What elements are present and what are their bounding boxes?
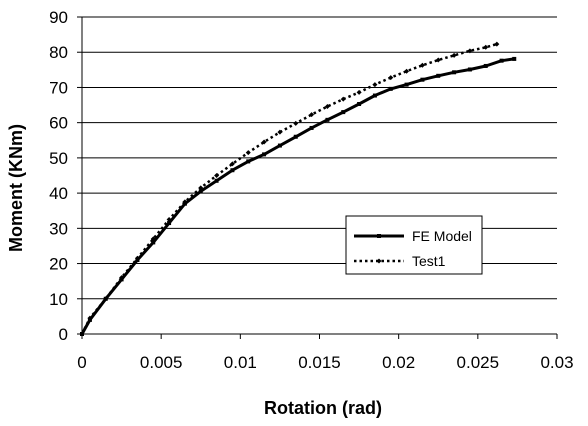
series-line-0 bbox=[80, 57, 515, 335]
tick-labels: 0 10 20 30 40 50 60 70 80 90 0 0.005 0.01 0.015 0.02 0.… bbox=[49, 8, 573, 372]
series-0-point-8 bbox=[198, 189, 203, 194]
series-0-point-17 bbox=[341, 110, 346, 115]
legend-marker-1 bbox=[376, 258, 382, 264]
series-1-point-24 bbox=[451, 52, 457, 58]
legend-entries: FE Model Test1 bbox=[354, 228, 472, 269]
series-0-point-18 bbox=[357, 101, 362, 106]
series-1-point-27 bbox=[494, 41, 500, 47]
y-tick-label-5: 50 bbox=[49, 149, 68, 168]
axes bbox=[77, 16, 558, 339]
series-1-point-7 bbox=[182, 199, 188, 205]
legend-label-1: Test1 bbox=[412, 253, 446, 269]
series-1-point-8 bbox=[198, 185, 204, 191]
series-0-point-22 bbox=[420, 77, 425, 82]
y-tick-label-6: 60 bbox=[49, 114, 68, 133]
series-0-point-5 bbox=[151, 240, 156, 245]
y-tick-label-3: 30 bbox=[49, 219, 68, 238]
y-tick-label-1: 10 bbox=[49, 290, 68, 309]
x-tick-label-0: 0 bbox=[77, 353, 86, 372]
series-1-point-1 bbox=[87, 315, 93, 321]
y-tick-label-2: 20 bbox=[49, 255, 68, 274]
series-1-point-18 bbox=[356, 89, 362, 95]
y-tick-label-9: 90 bbox=[49, 8, 68, 27]
series-0-point-16 bbox=[325, 117, 330, 122]
series-0-point-12 bbox=[262, 152, 267, 157]
series-0-point-28 bbox=[512, 56, 517, 61]
series-1-point-23 bbox=[435, 57, 441, 63]
x-tick-label-4: 0.02 bbox=[382, 353, 415, 372]
series-0-point-9 bbox=[214, 178, 219, 183]
series-1-point-12 bbox=[261, 139, 267, 145]
gridlines bbox=[82, 16, 557, 300]
series-1-point-6 bbox=[166, 217, 172, 223]
series-0-point-19 bbox=[372, 93, 377, 98]
series-1-point-16 bbox=[324, 103, 330, 109]
series-1-point-3 bbox=[119, 275, 125, 281]
series-1-point-25 bbox=[467, 48, 473, 54]
series-1-point-10 bbox=[229, 161, 235, 167]
y-tick-label-7: 70 bbox=[49, 78, 68, 97]
series-1-point-21 bbox=[404, 68, 410, 74]
series-0-point-21 bbox=[404, 82, 409, 87]
series-0-point-23 bbox=[436, 73, 441, 78]
series-1-point-17 bbox=[340, 96, 346, 102]
series-1-point-5 bbox=[150, 236, 156, 242]
series-0-point-15 bbox=[309, 125, 314, 130]
series-0-point-14 bbox=[293, 134, 298, 139]
plot-series bbox=[79, 41, 517, 337]
series-0-point-27 bbox=[499, 58, 504, 63]
series-1 bbox=[79, 41, 500, 337]
series-1-point-22 bbox=[419, 62, 425, 68]
series-1-point-14 bbox=[293, 120, 299, 126]
series-1-point-0 bbox=[79, 331, 85, 337]
series-1-point-13 bbox=[277, 129, 283, 135]
series-0-point-10 bbox=[230, 168, 235, 173]
series-1-point-2 bbox=[103, 296, 109, 302]
legend-box bbox=[345, 215, 483, 275]
series-1-point-26 bbox=[483, 44, 489, 50]
x-tick-label-5: 0.025 bbox=[457, 353, 500, 372]
x-axis-title: Rotation (rad) bbox=[264, 398, 382, 418]
x-tick-label-3: 0.015 bbox=[298, 353, 341, 372]
series-1-point-4 bbox=[134, 255, 140, 261]
series-0-point-24 bbox=[452, 70, 457, 75]
legend: FE Model Test1 bbox=[345, 215, 483, 275]
x-tick-label-2: 0.01 bbox=[224, 353, 257, 372]
series-0-point-20 bbox=[388, 86, 393, 91]
series-0-point-13 bbox=[277, 143, 282, 148]
legend-marker-0 bbox=[377, 234, 381, 238]
series-0-point-25 bbox=[467, 67, 472, 72]
series-1-point-19 bbox=[372, 82, 378, 88]
series-0 bbox=[80, 56, 517, 336]
series-line-1 bbox=[80, 42, 498, 335]
series-1-point-15 bbox=[309, 112, 315, 118]
y-axis-title: Moment (KNm) bbox=[6, 124, 26, 252]
y-tick-label-4: 40 bbox=[49, 184, 68, 203]
series-1-point-11 bbox=[245, 150, 251, 156]
series-0-point-6 bbox=[167, 221, 172, 226]
x-tick-label-1: 0.005 bbox=[140, 353, 183, 372]
y-tick-label-8: 80 bbox=[49, 43, 68, 62]
series-0-point-26 bbox=[483, 63, 488, 68]
x-tick-label-6: 0.03 bbox=[540, 353, 573, 372]
series-1-point-9 bbox=[214, 173, 220, 178]
y-tick-label-0: 0 bbox=[59, 325, 68, 344]
series-1-point-20 bbox=[388, 75, 394, 81]
legend-label-0: FE Model bbox=[412, 228, 472, 244]
series-0-point-11 bbox=[246, 159, 251, 164]
